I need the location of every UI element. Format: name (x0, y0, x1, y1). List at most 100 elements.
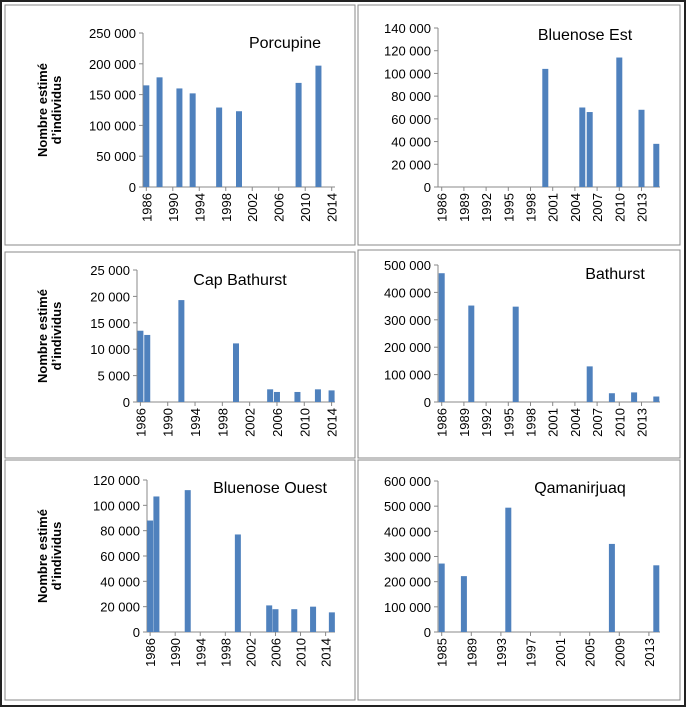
bar (266, 605, 273, 632)
x-tick-label: 2010 (298, 193, 313, 222)
y-tick-label: 20 000 (391, 157, 431, 172)
y-tick-label: 100 000 (384, 66, 431, 81)
bar (579, 107, 586, 187)
x-tick-label: 1994 (188, 408, 203, 437)
y-tick-label: 100 000 (93, 498, 140, 513)
bar (137, 330, 144, 402)
y-tick-label: 500 000 (384, 499, 431, 514)
bar (291, 609, 298, 632)
panel-border (4, 459, 356, 701)
x-tick-label: 2014 (325, 193, 340, 222)
x-tick-label: 2004 (568, 193, 583, 222)
y-tick-label: 0 (424, 395, 431, 410)
x-tick-label: 1998 (524, 193, 539, 222)
x-tick-label: 2009 (612, 638, 627, 667)
y-axis-label: d’individus (49, 522, 64, 591)
bar (216, 107, 223, 187)
panel-border (4, 251, 356, 459)
bar (616, 57, 623, 188)
x-tick-label: 2013 (635, 408, 650, 437)
y-tick-label: 200 000 (384, 340, 431, 355)
bar (314, 389, 321, 402)
x-tick-label: 1993 (494, 638, 509, 667)
x-tick-label: 2001 (553, 638, 568, 667)
y-tick-label: 10 000 (90, 342, 130, 357)
panel-border (357, 459, 681, 701)
x-tick-label: 1995 (501, 193, 516, 222)
y-tick-label: 100 000 (384, 600, 431, 615)
x-tick-label: 2010 (612, 408, 627, 437)
x-tick-label: 1998 (524, 408, 539, 437)
x-tick-label: 1997 (524, 638, 539, 667)
bar (233, 343, 239, 402)
bar (310, 606, 317, 632)
y-tick-label: 0 (133, 625, 140, 640)
chart-title: Bathurst (585, 266, 645, 283)
bar (156, 77, 163, 187)
x-tick-label: 2001 (546, 408, 561, 437)
bar (505, 507, 512, 632)
bar (294, 391, 301, 402)
y-tick-label: 60 000 (391, 112, 431, 127)
bar (468, 305, 475, 402)
bar (328, 390, 335, 402)
y-tick-label: 200 000 (384, 575, 431, 590)
x-tick-label: 1989 (457, 408, 472, 437)
x-tick-label: 2001 (546, 193, 561, 222)
x-tick-label: 1986 (133, 408, 148, 437)
x-tick-label: 1998 (218, 638, 233, 667)
x-tick-label: 2013 (642, 638, 657, 667)
y-tick-label: 100 000 (89, 118, 136, 133)
bar (295, 82, 302, 187)
x-tick-label: 1989 (457, 193, 472, 222)
y-axis-label: Nombre estimé (35, 63, 50, 157)
y-tick-label: 0 (424, 625, 431, 640)
x-tick-label: 2006 (268, 638, 283, 667)
chart-title: Bluenose Est (538, 27, 633, 44)
bar (586, 112, 593, 187)
x-tick-label: 2014 (319, 638, 334, 667)
y-tick-label: 200 000 (89, 57, 136, 72)
x-tick-label: 2010 (297, 408, 312, 437)
bar (272, 609, 279, 632)
x-tick-label: 2014 (325, 408, 340, 437)
y-tick-label: 250 000 (89, 26, 136, 41)
panel-border (357, 249, 681, 459)
bar (273, 391, 280, 402)
chart-title: Qamanirjuaq (534, 480, 626, 497)
y-tick-label: 0 (424, 180, 431, 195)
x-tick-label: 1989 (464, 638, 479, 667)
y-axis-label: d’individus (49, 76, 64, 145)
x-tick-label: 2002 (243, 408, 258, 437)
x-tick-label: 1992 (479, 408, 494, 437)
x-tick-label: 1994 (193, 638, 208, 667)
bar (178, 300, 185, 402)
bar (328, 612, 335, 632)
x-tick-label: 1998 (219, 193, 234, 222)
panel-border (357, 4, 681, 246)
chart-title: Porcupine (249, 35, 321, 52)
y-tick-label: 140 000 (384, 21, 431, 36)
y-tick-label: 20 000 (90, 289, 130, 304)
bar (638, 109, 645, 187)
bar (460, 576, 467, 632)
y-tick-label: 80 000 (100, 524, 140, 539)
bar (144, 334, 151, 402)
bar (315, 65, 322, 187)
x-tick-label: 1985 (435, 638, 450, 667)
y-tick-label: 120 000 (384, 44, 431, 59)
bar (189, 93, 196, 187)
x-tick-label: 1990 (166, 193, 181, 222)
bar (653, 396, 660, 402)
y-tick-label: 400 000 (384, 285, 431, 300)
y-tick-label: 400 000 (384, 524, 431, 539)
y-tick-label: 500 000 (384, 258, 431, 273)
x-tick-label: 2002 (243, 638, 258, 667)
bar (586, 366, 593, 402)
y-tick-label: 300 000 (384, 313, 431, 328)
x-tick-label: 2007 (590, 408, 605, 437)
x-tick-label: 2013 (635, 193, 650, 222)
y-tick-label: 150 000 (89, 88, 136, 103)
y-tick-label: 40 000 (100, 574, 140, 589)
